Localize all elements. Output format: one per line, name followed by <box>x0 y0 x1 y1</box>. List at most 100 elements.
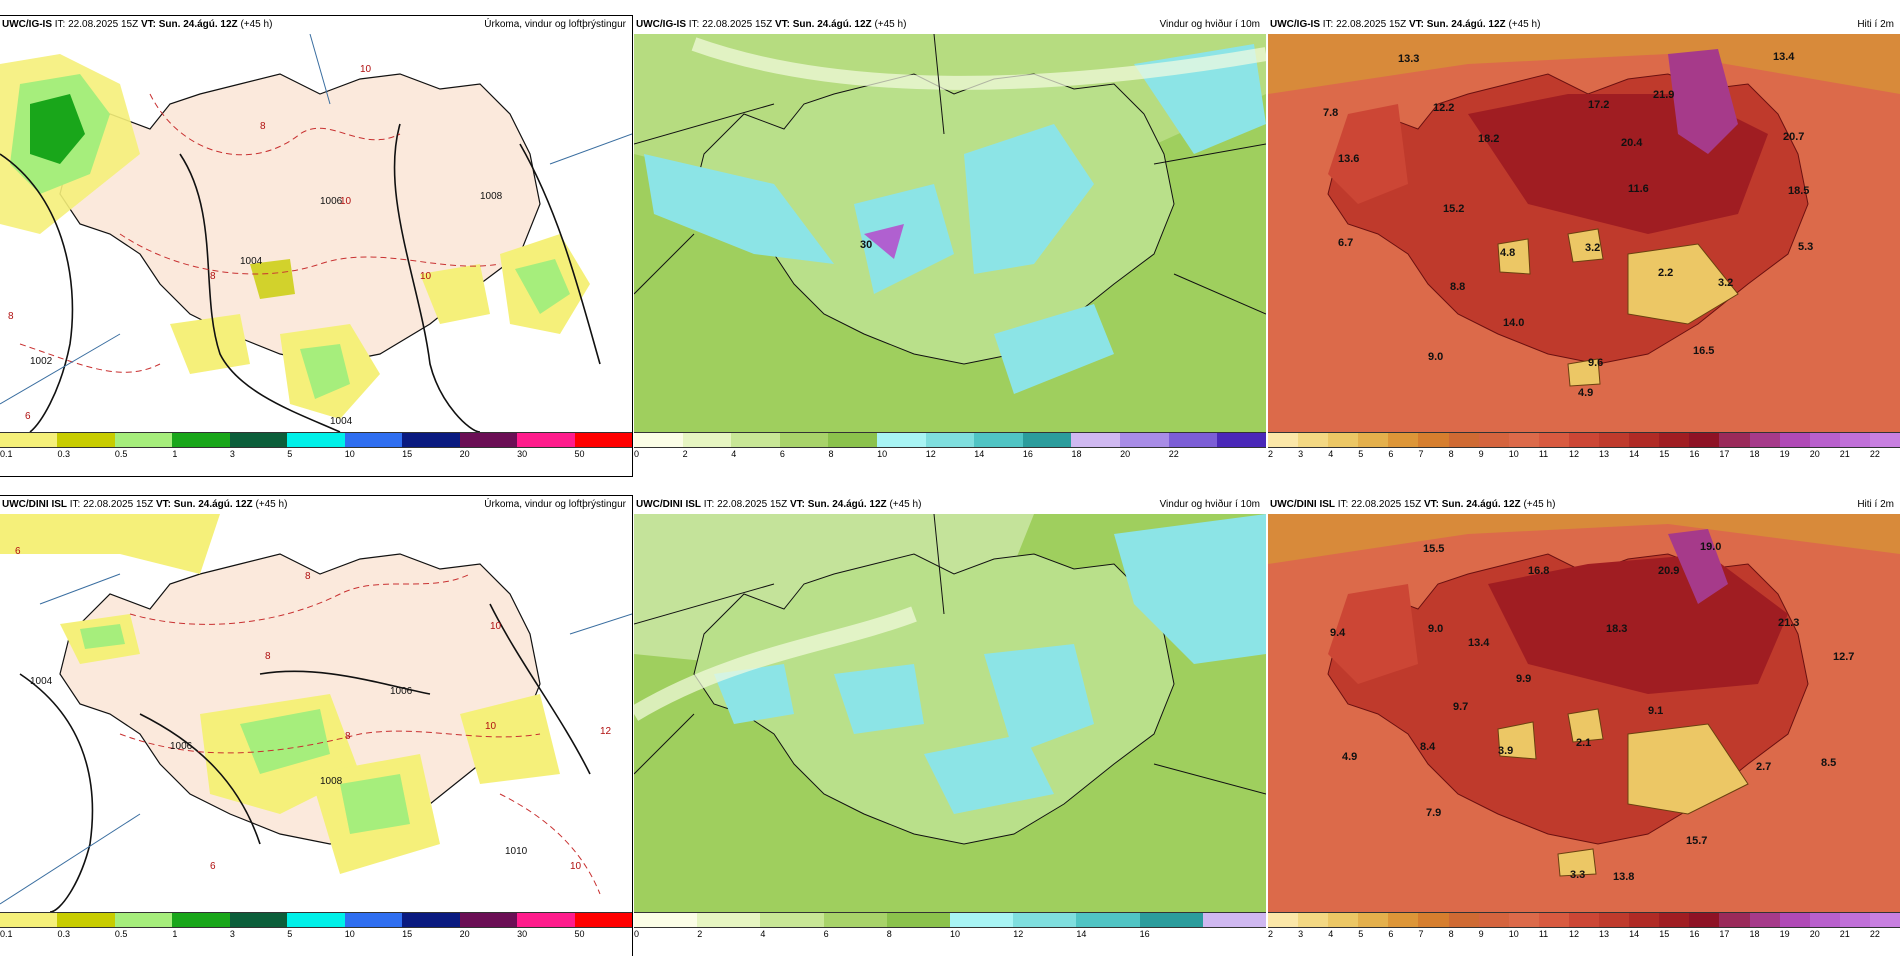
colorbar-swatch <box>1839 913 1870 927</box>
run-label: IT: 22.08.2025 15Z <box>1337 499 1422 510</box>
colorbar-tick-label: 15 <box>1659 449 1670 459</box>
lead-label: (+45 h) <box>874 19 907 30</box>
temperature-value-label: 8.4 <box>1420 741 1436 753</box>
colorbar-swatch <box>517 913 575 927</box>
temp-contour-label: 10 <box>485 721 497 732</box>
colorbar-swatch <box>1022 433 1072 447</box>
panel-header: UWC/IG-IS IT: 22.08.2025 15Z VT: Sun. 24… <box>0 16 632 34</box>
colorbar-swatch <box>1508 913 1539 927</box>
colorbar-tick-label: 7 <box>1418 449 1424 459</box>
colorbar-tick-label: 3 <box>229 449 235 459</box>
colorbar-swatch <box>731 433 780 447</box>
colorbar-tick-label: 12 <box>1013 929 1024 939</box>
run-label: IT: 22.08.2025 15Z <box>1322 19 1407 30</box>
colorbar-tick-label: 14 <box>1076 929 1087 939</box>
colorbar-tick-label: 14 <box>1629 929 1640 939</box>
isobar-label: 1010 <box>505 846 528 857</box>
colorbar-tick-label: 13 <box>1599 929 1610 939</box>
temp-colorbar <box>1268 912 1900 928</box>
colorbar-tick-label: 8 <box>1448 449 1454 459</box>
colorbar-swatch <box>1358 913 1389 927</box>
panel-header: UWC/DINI ISL IT: 22.08.2025 15Z VT: Sun.… <box>634 496 1266 514</box>
colorbar-swatch <box>114 433 173 447</box>
temperature-value-label: 12.2 <box>1433 102 1454 114</box>
temperature-value-label: 9.0 <box>1428 351 1443 363</box>
lead-label: (+45 h) <box>889 499 922 510</box>
temperature-value-label: 7.9 <box>1426 807 1441 819</box>
colorbar-swatch <box>1268 913 1299 927</box>
colorbar-swatch <box>1629 433 1660 447</box>
temp-contour-label: 8 <box>210 271 216 282</box>
colorbar-swatch <box>287 433 345 447</box>
temperature-value-label: 4.8 <box>1500 247 1515 259</box>
wind-map: 30 <box>634 34 1266 432</box>
colorbar-tick-label: 4 <box>1328 929 1334 939</box>
colorbar-tick-label: 3 <box>1298 929 1304 939</box>
colorbar-tick-label: 5 <box>287 929 293 939</box>
isobar-label: 1006 <box>390 686 413 697</box>
colorbar-swatch <box>1749 913 1780 927</box>
colorbar-swatch <box>1809 433 1840 447</box>
temperature-value-label: 3.3 <box>1570 869 1585 881</box>
colorbar-swatch <box>1719 433 1750 447</box>
temperature-value-label: 15.2 <box>1443 203 1464 215</box>
wind-colorbar <box>634 432 1266 448</box>
wind-colorbar <box>634 912 1267 928</box>
colorbar-swatch <box>1659 913 1690 927</box>
colorbar-swatch <box>1538 913 1569 927</box>
colorbar-swatch <box>1568 433 1600 447</box>
temp-contour-label: 6 <box>25 411 31 422</box>
colorbar-swatch <box>1217 433 1266 447</box>
colorbar-tick-label: 3 <box>229 929 235 939</box>
colorbar-swatch <box>574 433 632 447</box>
colorbar-tick-label: 10 <box>344 449 355 459</box>
temperature-value-label: 2.1 <box>1576 737 1591 749</box>
colorbar-swatch <box>1298 913 1329 927</box>
panel-header: UWC/IG-IS IT: 22.08.2025 15Z VT: Sun. 24… <box>1268 16 1900 34</box>
colorbar-swatch <box>1779 433 1810 447</box>
colorbar-tick-label: 3 <box>1298 449 1304 459</box>
temp-contour-label: 6 <box>15 546 21 557</box>
temperature-value-label: 15.7 <box>1686 835 1707 847</box>
valid-label: VT: Sun. 24.ágú. 12Z <box>789 499 887 510</box>
colorbar-ticks: 0 2 4 6 8 10 12 14 16 <box>634 929 1266 943</box>
colorbar-tick-label: 6 <box>1388 929 1394 939</box>
temperature-value-label: 20.7 <box>1783 131 1804 143</box>
colorbar-tick-label: 50 <box>574 449 585 459</box>
colorbar-swatch <box>1478 913 1509 927</box>
temperature-value-label: 9.0 <box>1428 623 1443 635</box>
temp-contour-label: 8 <box>8 311 14 322</box>
precip-colorbar <box>0 432 632 448</box>
isobar-label: 1008 <box>320 776 343 787</box>
colorbar-swatch <box>1120 433 1169 447</box>
colorbar-tick-label: 0.3 <box>57 929 70 939</box>
temperature-map: 15.5 19.0 20.9 16.8 9.4 9.0 18.3 21.3 13.4 12.7 9.… <box>1268 514 1900 912</box>
colorbar-tick-label: 6 <box>823 929 829 939</box>
valid-label: VT: Sun. 24.ágú. 12Z <box>155 499 253 510</box>
colorbar-tick-label: 15 <box>1659 929 1670 939</box>
colorbar-swatch <box>402 433 460 447</box>
colorbar-swatch <box>1599 913 1630 927</box>
colorbar-tick-label: 12 <box>1568 929 1579 939</box>
colorbar-swatch <box>1869 433 1900 447</box>
temperature-value-label: 3.2 <box>1585 242 1600 254</box>
colorbar-swatch <box>1418 913 1449 927</box>
temperature-value-label: 8.5 <box>1821 757 1836 769</box>
colorbar-ticks: 2 3 4 5 6 7 8 9 10 11 12 13 14 15 16 17 18 19 20 21 22 <box>1268 929 1900 943</box>
colorbar-swatch <box>1071 433 1121 447</box>
colorbar-tick-label: 0.1 <box>0 449 13 459</box>
colorbar-tick-label: 8 <box>886 929 892 939</box>
temperature-value-label: 4.9 <box>1342 751 1357 763</box>
colorbar-swatch <box>1869 913 1900 927</box>
colorbar-swatch <box>1448 433 1479 447</box>
iceland-land <box>59 73 541 365</box>
model-name: UWC/DINI ISL <box>2 499 67 510</box>
colorbar-tick-label: 0 <box>634 929 640 939</box>
colorbar-tick-label: 2 <box>697 929 703 939</box>
colorbar-swatch <box>229 913 288 927</box>
colorbar-swatch <box>172 433 230 447</box>
colorbar-tick-label: 11 <box>1538 929 1549 939</box>
colorbar-swatch <box>950 913 1014 927</box>
colorbar-swatch <box>517 433 575 447</box>
colorbar-swatch <box>1599 433 1630 447</box>
